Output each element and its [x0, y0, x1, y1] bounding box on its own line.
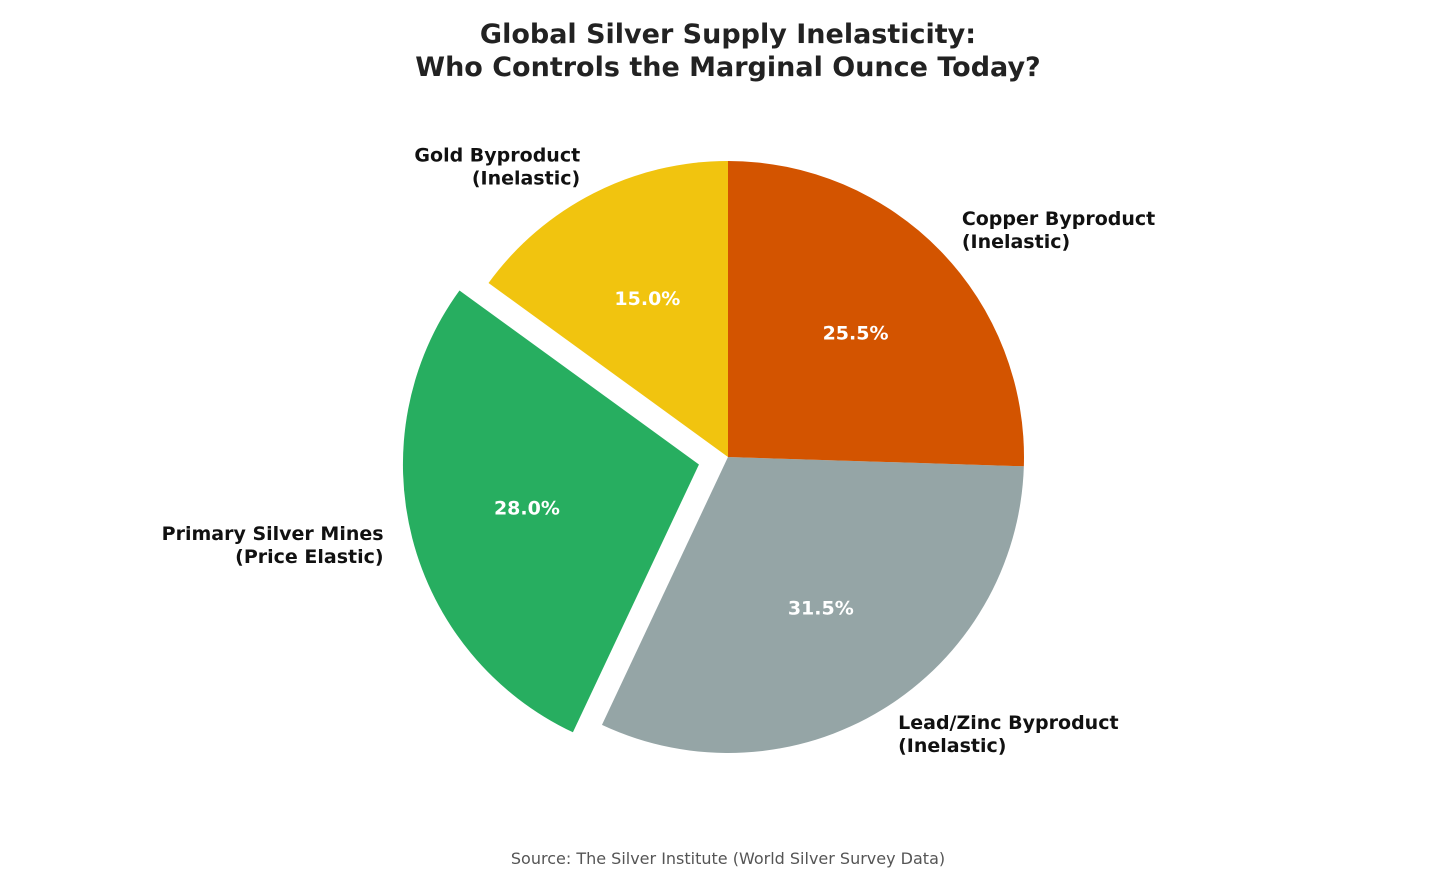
slice-category-label: Primary Silver Mines	[162, 523, 384, 545]
slice-percentage-label: 31.5%	[788, 597, 854, 619]
pie-slice-1	[402, 290, 699, 733]
percentage-labels: 15.0% 28.0% 31.5% 25.5%	[494, 288, 889, 620]
pie-slice-3	[728, 161, 1024, 467]
slice-category-label: (Price Elastic)	[235, 546, 383, 568]
slice-category-label: (Inelastic)	[898, 735, 1006, 757]
slice-category-label: (Inelastic)	[472, 167, 580, 189]
source-note: Source: The Silver Institute (World Silv…	[511, 849, 945, 868]
slice-category-label: Lead/Zinc Byproduct	[898, 712, 1118, 734]
pie-slices	[402, 161, 1024, 753]
slice-category-label: Gold Byproduct	[414, 144, 580, 166]
slice-category-label: Copper Byproduct	[962, 208, 1155, 230]
pie-slice-0	[488, 161, 728, 457]
slice-category-label: (Inelastic)	[962, 231, 1070, 253]
chart-title-line-1: Global Silver Supply Inelasticity:	[480, 19, 976, 50]
slice-percentage-label: 25.5%	[823, 322, 889, 344]
slice-percentage-label: 28.0%	[494, 498, 560, 520]
chart-title-line-2: Who Controls the Marginal Ounce Today?	[415, 52, 1040, 83]
pie-slice-2	[601, 457, 1024, 753]
slice-labels: Gold Byproduct(Inelastic)Primary Silver …	[162, 144, 1156, 757]
slice-percentage-label: 15.0%	[614, 288, 680, 310]
